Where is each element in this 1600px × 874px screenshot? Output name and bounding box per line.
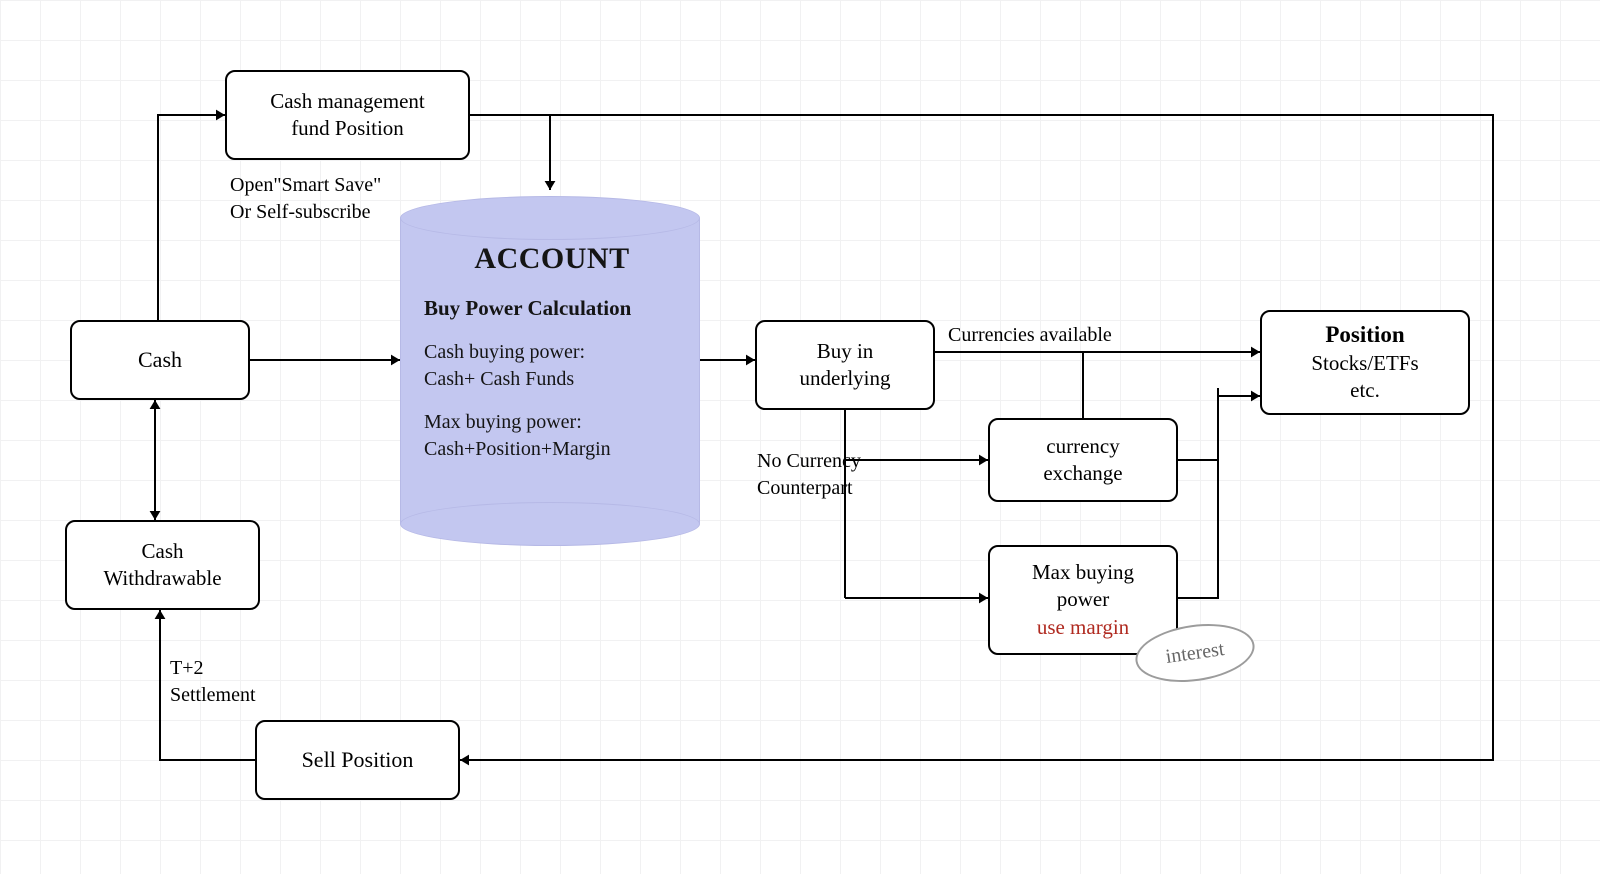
node-cash: Cash [70,320,250,400]
node-label: fund Position [291,115,404,142]
node-label: currency [1046,433,1119,460]
diagram-canvas: ACCOUNT Buy Power Calculation Cash buyin… [0,0,1600,874]
node-label: Stocks/ETFs [1311,350,1418,377]
label-smart-save: Open"Smart Save" Or Self-subscribe [230,172,381,226]
node-currency-exchange: currency exchange [988,418,1178,502]
node-label: underlying [800,365,891,392]
label-interest-text: interest [1164,638,1226,669]
node-cash-withdrawable: Cash Withdrawable [65,520,260,610]
node-label: Withdrawable [103,565,221,592]
node-buy-in: Buy in underlying [755,320,935,410]
node-cash-mgmt: Cash management fund Position [225,70,470,160]
label-t2-settlement: T+2 Settlement [170,655,256,709]
node-label: Cash management [270,88,425,115]
label-no-currency: No Currency Counterpart [757,448,861,502]
node-label: etc. [1350,377,1380,404]
account-block-1: Cash buying power: Cash+ Cash Funds [424,339,680,393]
node-cash-label: Cash [138,346,182,375]
node-sell-position: Sell Position [255,720,460,800]
node-label: Sell Position [302,746,414,775]
node-position-title: Position [1325,320,1404,350]
node-label: power [1057,586,1109,613]
node-label: Cash [142,538,184,565]
account-block-2: Max buying power: Cash+Position+Margin [424,409,680,463]
account-title: ACCOUNT [424,242,680,276]
label-currencies-available: Currencies available [948,322,1112,349]
node-label: exchange [1043,460,1122,487]
node-label-margin: use margin [1037,614,1129,641]
node-label: Max buying [1032,559,1134,586]
node-label: Buy in [817,338,874,365]
account-cylinder: ACCOUNT Buy Power Calculation Cash buyin… [400,196,700,546]
account-subtitle: Buy Power Calculation [424,296,680,321]
node-position: Position Stocks/ETFs etc. [1260,310,1470,415]
